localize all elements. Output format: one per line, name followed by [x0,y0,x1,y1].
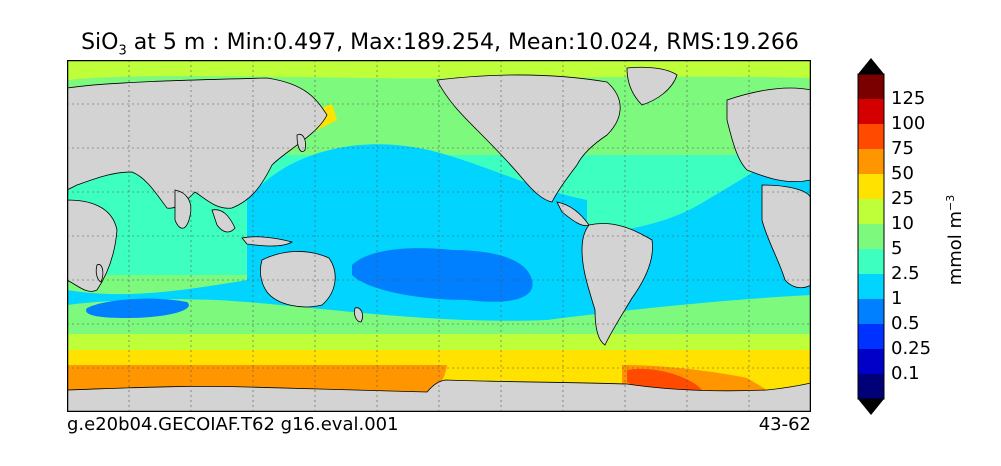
title-stats: at 5 m : Min:0.497, Max:189.254, Mean:10… [126,30,799,55]
land-australia [260,251,336,308]
land-madagascar [95,264,104,283]
plot-title: SiO3 at 5 m : Min:0.497, Max:189.254, Me… [0,30,880,58]
land-new-zealand [354,307,363,323]
land-greenland [626,66,678,106]
colorbar-over-arrow [858,58,884,74]
colorbar-segment [858,249,884,274]
map-frame [67,60,811,412]
land-india [174,189,192,229]
land-africa [67,199,118,292]
colorbar-segment [858,224,884,249]
colorbar-tick-label: 2.5 [891,263,920,284]
graticule [67,60,811,412]
colorbar-tick-label: 125 [891,88,926,109]
colorbar-tick-label: 75 [891,138,914,159]
land-africa-east [761,184,811,289]
run-name: g.e20b04.GECOIAF.T62 g16.eval.001 [67,414,399,435]
colorbar-tick-label: 25 [891,188,914,209]
colorbar-segment [858,274,884,299]
land-south-america [581,223,653,346]
colorbar-tick-label: 0.5 [891,313,920,334]
units-text: mmol m [945,210,966,286]
colorbar-tick-label: 0.1 [891,363,920,384]
colorbar-tick-label: 5 [891,238,903,259]
title-subscript: 3 [118,43,127,59]
colorbar-segment [858,199,884,224]
colorbar-under-arrow [858,399,884,415]
colorbar [857,58,885,415]
ocean-band-pacific-minimum [352,248,533,302]
colorbar-segment [858,174,884,199]
colorbar-segment [858,99,884,124]
units-exponent: −3 [944,194,957,211]
colorbar-tick-label: 0.25 [891,338,932,359]
land-se-asia [211,209,236,233]
ocean-map [67,60,811,412]
colorbar-tick-label: 1 [891,288,903,309]
colorbar-segment [858,74,884,99]
land-eurasia [67,77,328,209]
ocean-band-indian-minimum [86,298,189,318]
title-variable: SiO [81,30,119,55]
land-north-america [436,74,621,203]
colorbar-segment [858,349,884,374]
colorbar-segment [858,324,884,349]
colorbar-segment [858,124,884,149]
year-range: 43-62 [758,414,811,435]
colorbar-units: mmol m−3 [944,195,966,286]
colorbar-segment [858,374,884,399]
colorbar-segment [858,299,884,324]
colorbar-tick-label: 50 [891,163,914,184]
colorbar-frame [857,73,885,400]
land-europe-east [726,87,811,183]
land-indonesia [241,236,294,247]
land-japan [296,133,306,152]
colorbar-segment [858,149,884,174]
colorbar-tick-label: 10 [891,213,914,234]
colorbar-tick-label: 100 [891,113,926,134]
